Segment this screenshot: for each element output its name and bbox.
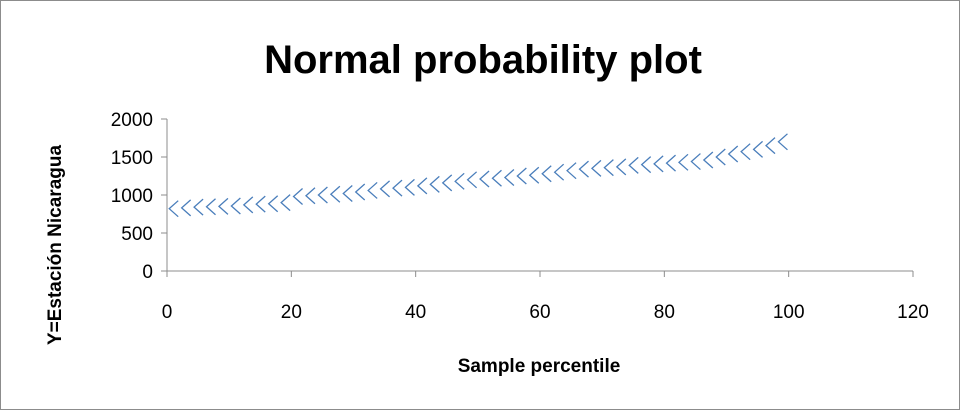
y-axis-title: Y=Estación Nicaragua: [45, 145, 66, 346]
data-point: [441, 174, 453, 192]
data-point: [342, 184, 353, 202]
x-tick-label: 100: [773, 302, 805, 323]
y-tick-labels: 0 500 1000 1500 2000: [111, 110, 167, 283]
data-point: [740, 143, 751, 161]
data-point: [217, 197, 229, 215]
data-point: [715, 148, 726, 166]
data-point: [479, 170, 490, 188]
data-point: [553, 163, 565, 181]
data-point: [255, 195, 266, 213]
data-point: [503, 169, 515, 187]
chart-title: Normal probability plot: [264, 38, 702, 82]
data-point: [267, 195, 279, 213]
data-point: [466, 171, 478, 189]
data-point: [765, 137, 776, 155]
data-point: [429, 175, 440, 193]
data-point: [665, 154, 676, 172]
data-point: [491, 169, 502, 187]
data-series: [168, 133, 788, 218]
y-tick-label: 2000: [111, 110, 153, 131]
data-point: [230, 197, 241, 215]
data-point: [690, 153, 701, 171]
data-point: [528, 166, 540, 184]
x-tick-label: 120: [897, 302, 929, 323]
data-point: [292, 188, 303, 206]
data-point: [242, 196, 254, 214]
data-point: [752, 140, 764, 158]
data-point: [180, 199, 192, 217]
x-tick-label: 20: [281, 302, 302, 323]
y-tick-label: 1500: [111, 148, 153, 169]
data-point: [379, 180, 391, 198]
data-point: [392, 179, 403, 197]
data-point: [416, 177, 428, 195]
x-tick-label: 80: [654, 302, 675, 323]
data-point: [702, 151, 714, 169]
data-point: [354, 183, 366, 201]
data-point: [404, 178, 415, 196]
data-point: [615, 158, 627, 176]
x-tick-labels: 0 20 40 60 80 100 120: [162, 271, 929, 323]
y-tick-label: 0: [142, 262, 153, 283]
data-point: [516, 167, 527, 185]
y-tick-label: 1000: [111, 186, 153, 207]
data-point: [653, 155, 664, 173]
data-point: [678, 153, 689, 171]
data-point: [541, 165, 552, 183]
data-point: [566, 162, 577, 180]
y-tick-label: 500: [121, 224, 153, 245]
data-point: [777, 133, 788, 151]
data-point: [640, 156, 652, 174]
x-tick-label: 60: [529, 302, 550, 323]
data-point: [603, 159, 614, 177]
data-point: [727, 145, 739, 163]
data-point: [305, 187, 316, 205]
data-point: [193, 198, 204, 216]
data-point: [628, 156, 639, 174]
data-point: [168, 200, 179, 218]
data-point: [280, 194, 291, 212]
x-tick-label: 40: [405, 302, 426, 323]
data-point: [367, 181, 378, 199]
x-tick-label: 0: [162, 302, 173, 323]
x-axis-title: Sample percentile: [458, 356, 621, 377]
data-point: [205, 198, 216, 216]
data-point: [317, 186, 328, 204]
data-point: [329, 185, 341, 203]
data-point: [578, 160, 589, 178]
data-point: [590, 159, 602, 177]
data-point: [454, 172, 465, 190]
